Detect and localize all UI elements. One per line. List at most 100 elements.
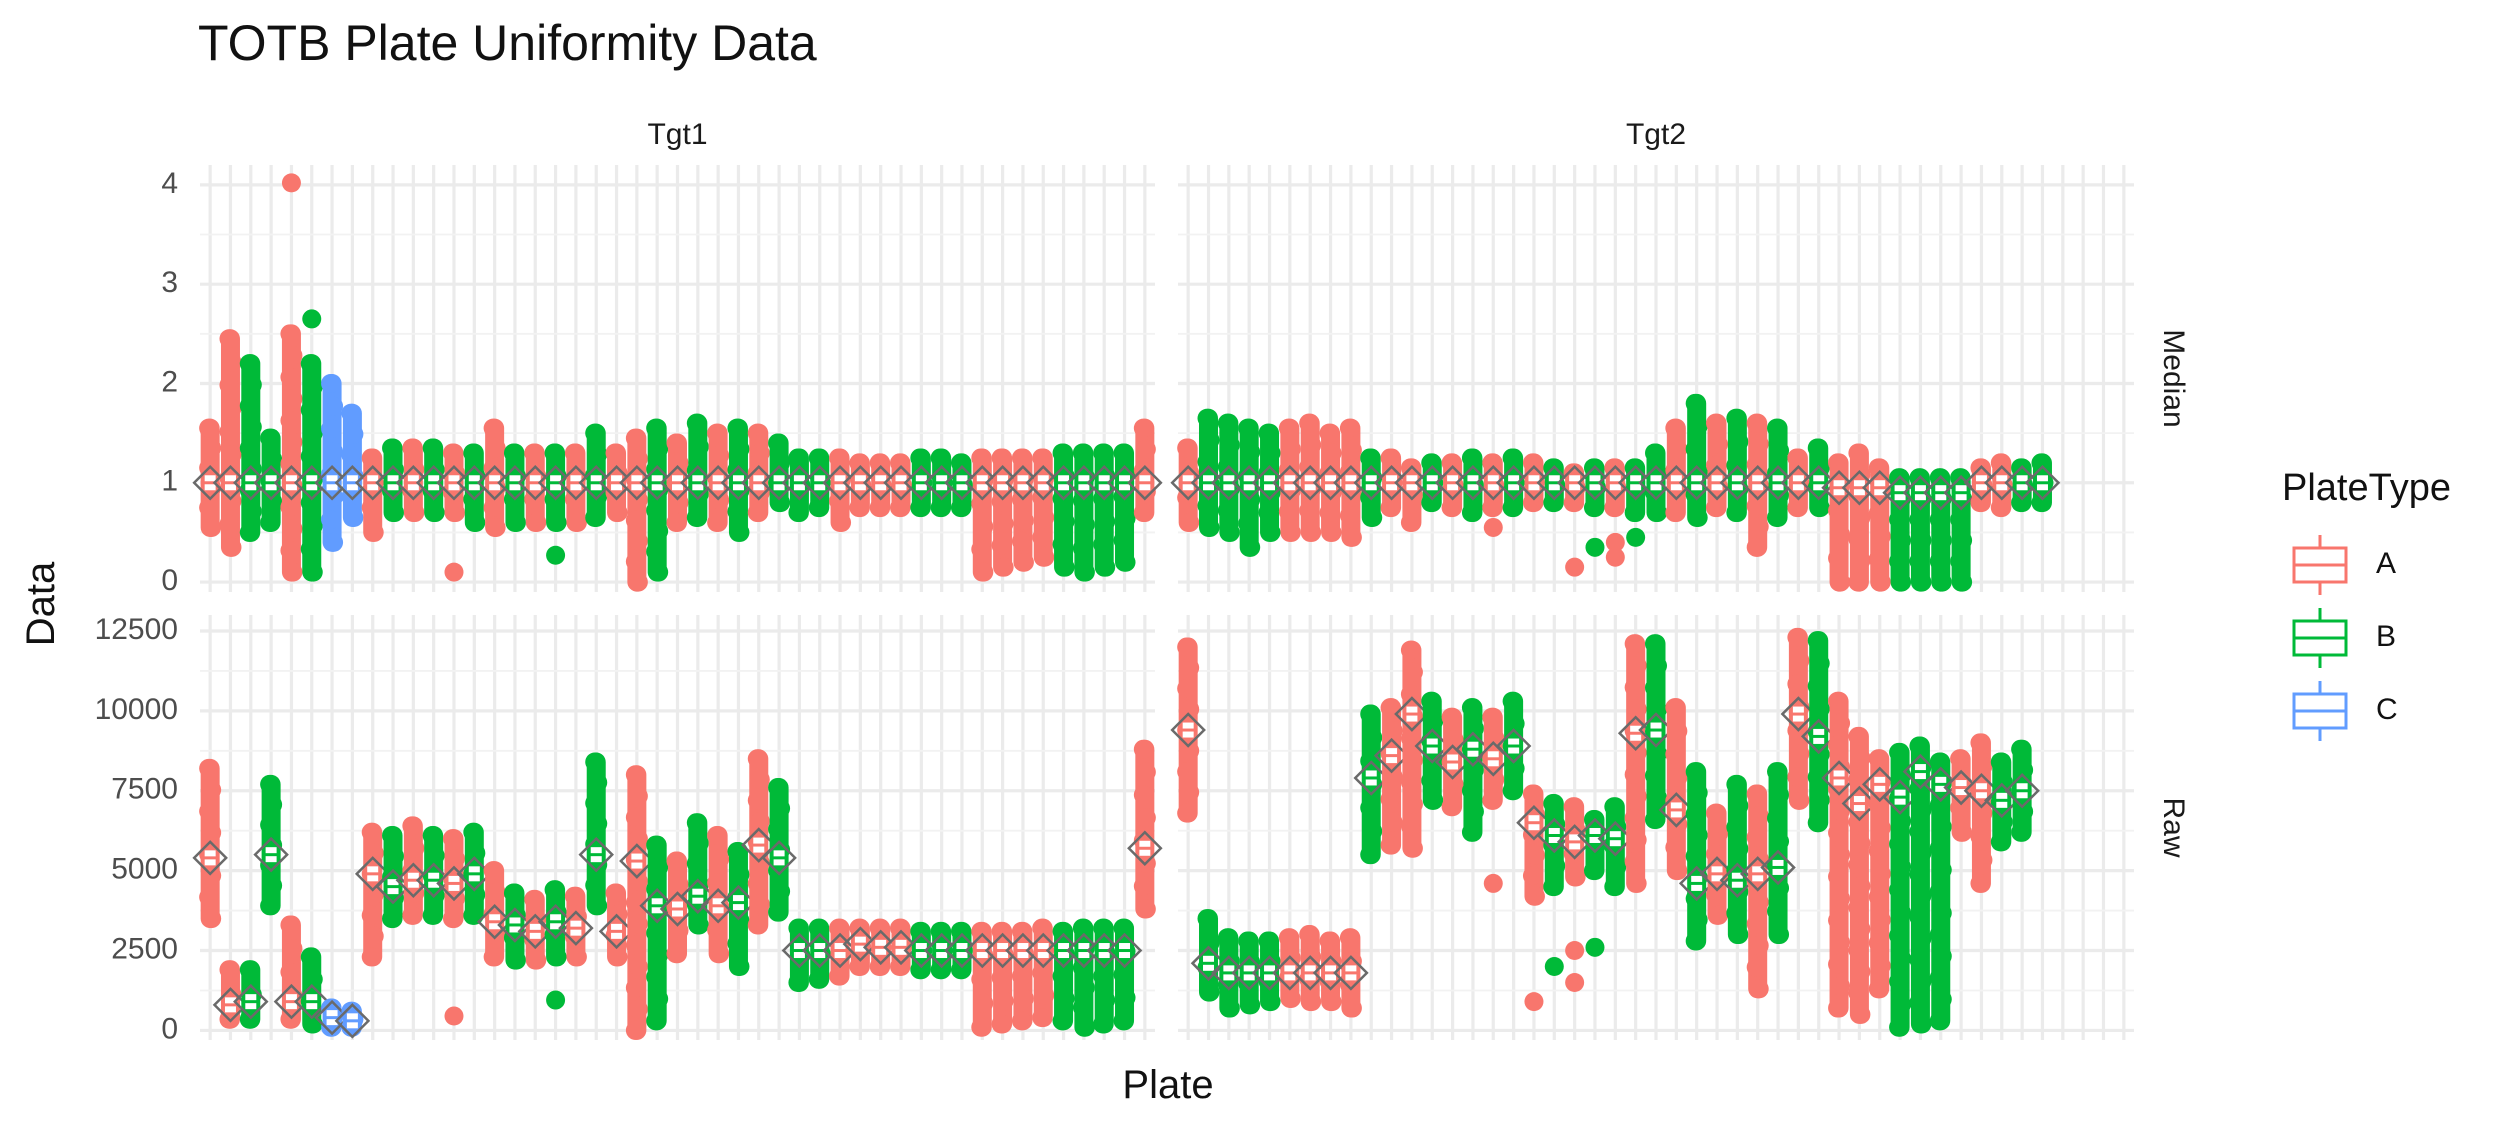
data-point: [625, 935, 645, 955]
data-point: [1909, 736, 1929, 756]
data-point: [239, 522, 259, 542]
data-point: [1011, 1011, 1031, 1031]
data-point: [707, 512, 727, 532]
data-point: [1096, 990, 1116, 1010]
plate-34: [862, 453, 899, 518]
plate-40: [1963, 733, 2000, 893]
data-point: [1848, 572, 1868, 592]
mean-diamond: [1127, 464, 1163, 501]
data-point: [605, 883, 625, 903]
data-point: [666, 433, 686, 453]
data-point: [727, 418, 747, 438]
data-point: [1113, 443, 1133, 463]
data-point: [321, 419, 341, 439]
data-point: [1238, 513, 1258, 533]
data-point: [646, 418, 666, 438]
plate-26: [1678, 762, 1715, 951]
data-point: [1624, 852, 1644, 872]
data-point: [1200, 982, 1220, 1002]
data-point: [991, 968, 1011, 988]
plate-26: [1678, 393, 1715, 528]
data-point: [1648, 503, 1667, 523]
data-point: [1035, 985, 1055, 1005]
data-point: [832, 512, 852, 532]
mean-diamond: [354, 856, 391, 892]
data-point: [222, 352, 242, 372]
data-point: [1464, 802, 1484, 822]
data-point: [1912, 928, 1932, 948]
data-point: [747, 915, 767, 935]
data-point: [605, 443, 625, 463]
plate-14: [1434, 707, 1471, 817]
data-point: [1929, 838, 1949, 858]
data-point: [1685, 804, 1705, 824]
data-point: [1770, 440, 1790, 460]
data-point: [1970, 827, 1990, 847]
data-point: [1868, 549, 1888, 569]
data-point: [402, 816, 422, 836]
data-point: [1220, 435, 1240, 455]
data-point: [1400, 512, 1420, 532]
data-point: [1035, 547, 1055, 567]
data-point: [1889, 971, 1909, 991]
plate-18: [537, 880, 574, 1010]
data-point: [1871, 818, 1891, 838]
data-point: [750, 770, 770, 790]
plate-15: [476, 861, 513, 967]
data-point: [1868, 887, 1888, 907]
plate-1: [1170, 637, 1206, 823]
data-point: [994, 513, 1014, 533]
data-point: [1096, 557, 1116, 577]
mean-diamond: [1963, 772, 2000, 809]
outlier-point: [1524, 992, 1544, 1012]
plate-11: [1373, 448, 1410, 518]
data-point: [829, 448, 849, 468]
data-point: [1807, 438, 1827, 458]
data-point: [486, 438, 506, 458]
data-point: [382, 438, 402, 458]
data-point: [1787, 498, 1807, 518]
data-point: [242, 417, 262, 437]
data-point: [2011, 739, 2031, 759]
plate-20: [578, 423, 614, 528]
plate-13: [1414, 453, 1451, 513]
data-point: [768, 819, 788, 839]
data-point: [1871, 572, 1891, 592]
data-point: [1502, 498, 1522, 518]
data-point: [1828, 735, 1848, 755]
plate-8: [1312, 423, 1349, 542]
data-point: [829, 918, 849, 938]
data-point: [1363, 727, 1383, 747]
plate-32: [822, 448, 858, 532]
data-point: [910, 448, 930, 468]
data-point: [669, 493, 689, 513]
legend-label: C: [2376, 693, 2398, 726]
data-point: [260, 774, 280, 794]
data-point: [1052, 1011, 1072, 1031]
data-point: [263, 449, 283, 469]
data-point: [202, 909, 222, 929]
data-point: [1909, 950, 1929, 970]
data-point: [1383, 766, 1403, 786]
data-point: [1461, 503, 1481, 523]
data-point: [283, 939, 303, 959]
data-point: [1197, 408, 1217, 428]
data-point: [219, 329, 239, 349]
mean-diamond: [497, 907, 533, 943]
y-tick-label: 2: [161, 365, 178, 398]
data-point: [1990, 453, 2010, 473]
data-point: [442, 909, 462, 929]
data-point: [1072, 918, 1092, 938]
data-point: [1604, 498, 1624, 518]
mean-diamond: [1923, 766, 1959, 803]
data-point: [1726, 503, 1746, 523]
plate-42: [2004, 458, 2040, 513]
data-point: [1261, 992, 1281, 1012]
plate-23: [639, 835, 675, 1031]
x-axis-label: Plate: [1122, 1063, 1213, 1107]
outlier-point: [1544, 957, 1564, 977]
data-point: [1746, 827, 1766, 847]
plate-1: [192, 418, 228, 537]
data-point: [263, 876, 283, 896]
data-point: [1583, 861, 1603, 881]
